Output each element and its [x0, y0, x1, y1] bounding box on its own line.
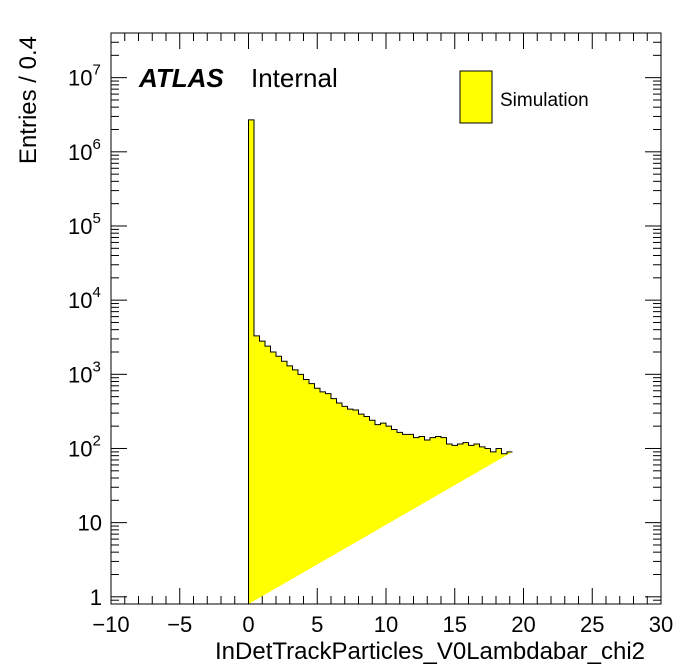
histogram-fill — [248, 119, 513, 604]
x-tick-label: −5 — [167, 612, 192, 637]
legend: Simulation — [459, 70, 589, 124]
y-axis-title: Entries / 0.4 — [15, 36, 42, 164]
y-tick-label: 107 — [68, 62, 101, 91]
y-tick-label: 10 — [78, 511, 102, 536]
x-tick-label: 0 — [242, 612, 254, 637]
x-tick-label: 5 — [311, 612, 323, 637]
y-tick-label: 105 — [68, 210, 101, 239]
legend-label: Simulation — [500, 90, 589, 111]
y-tick-label: 106 — [68, 136, 101, 165]
x-tick-label: 30 — [649, 612, 673, 637]
x-tick-label: 20 — [511, 612, 535, 637]
y-tick-label: 1 — [90, 585, 102, 610]
legend-swatch — [459, 70, 493, 124]
x-axis-title: InDetTrackParticles_V0Lambdabar_chi2 — [215, 638, 645, 665]
x-tick-labels: −10 −5 0 5 10 15 20 25 30 — [92, 612, 673, 637]
x-tick-label: 15 — [443, 612, 467, 637]
y-tick-label: 102 — [68, 432, 101, 461]
histogram-outline — [248, 119, 513, 604]
y-tick-labels: 1 10 102 103 104 105 106 107 — [68, 62, 102, 610]
x-tick-label: 10 — [374, 612, 398, 637]
y-tick-label: 104 — [68, 284, 101, 313]
atlas-label: ATLAS — [138, 63, 224, 93]
x-tick-label: −10 — [92, 612, 129, 637]
y-tick-label: 103 — [68, 358, 101, 387]
axis-ticks — [110, 32, 662, 604]
x-tick-label: 25 — [580, 612, 604, 637]
internal-label: Internal — [251, 63, 338, 93]
